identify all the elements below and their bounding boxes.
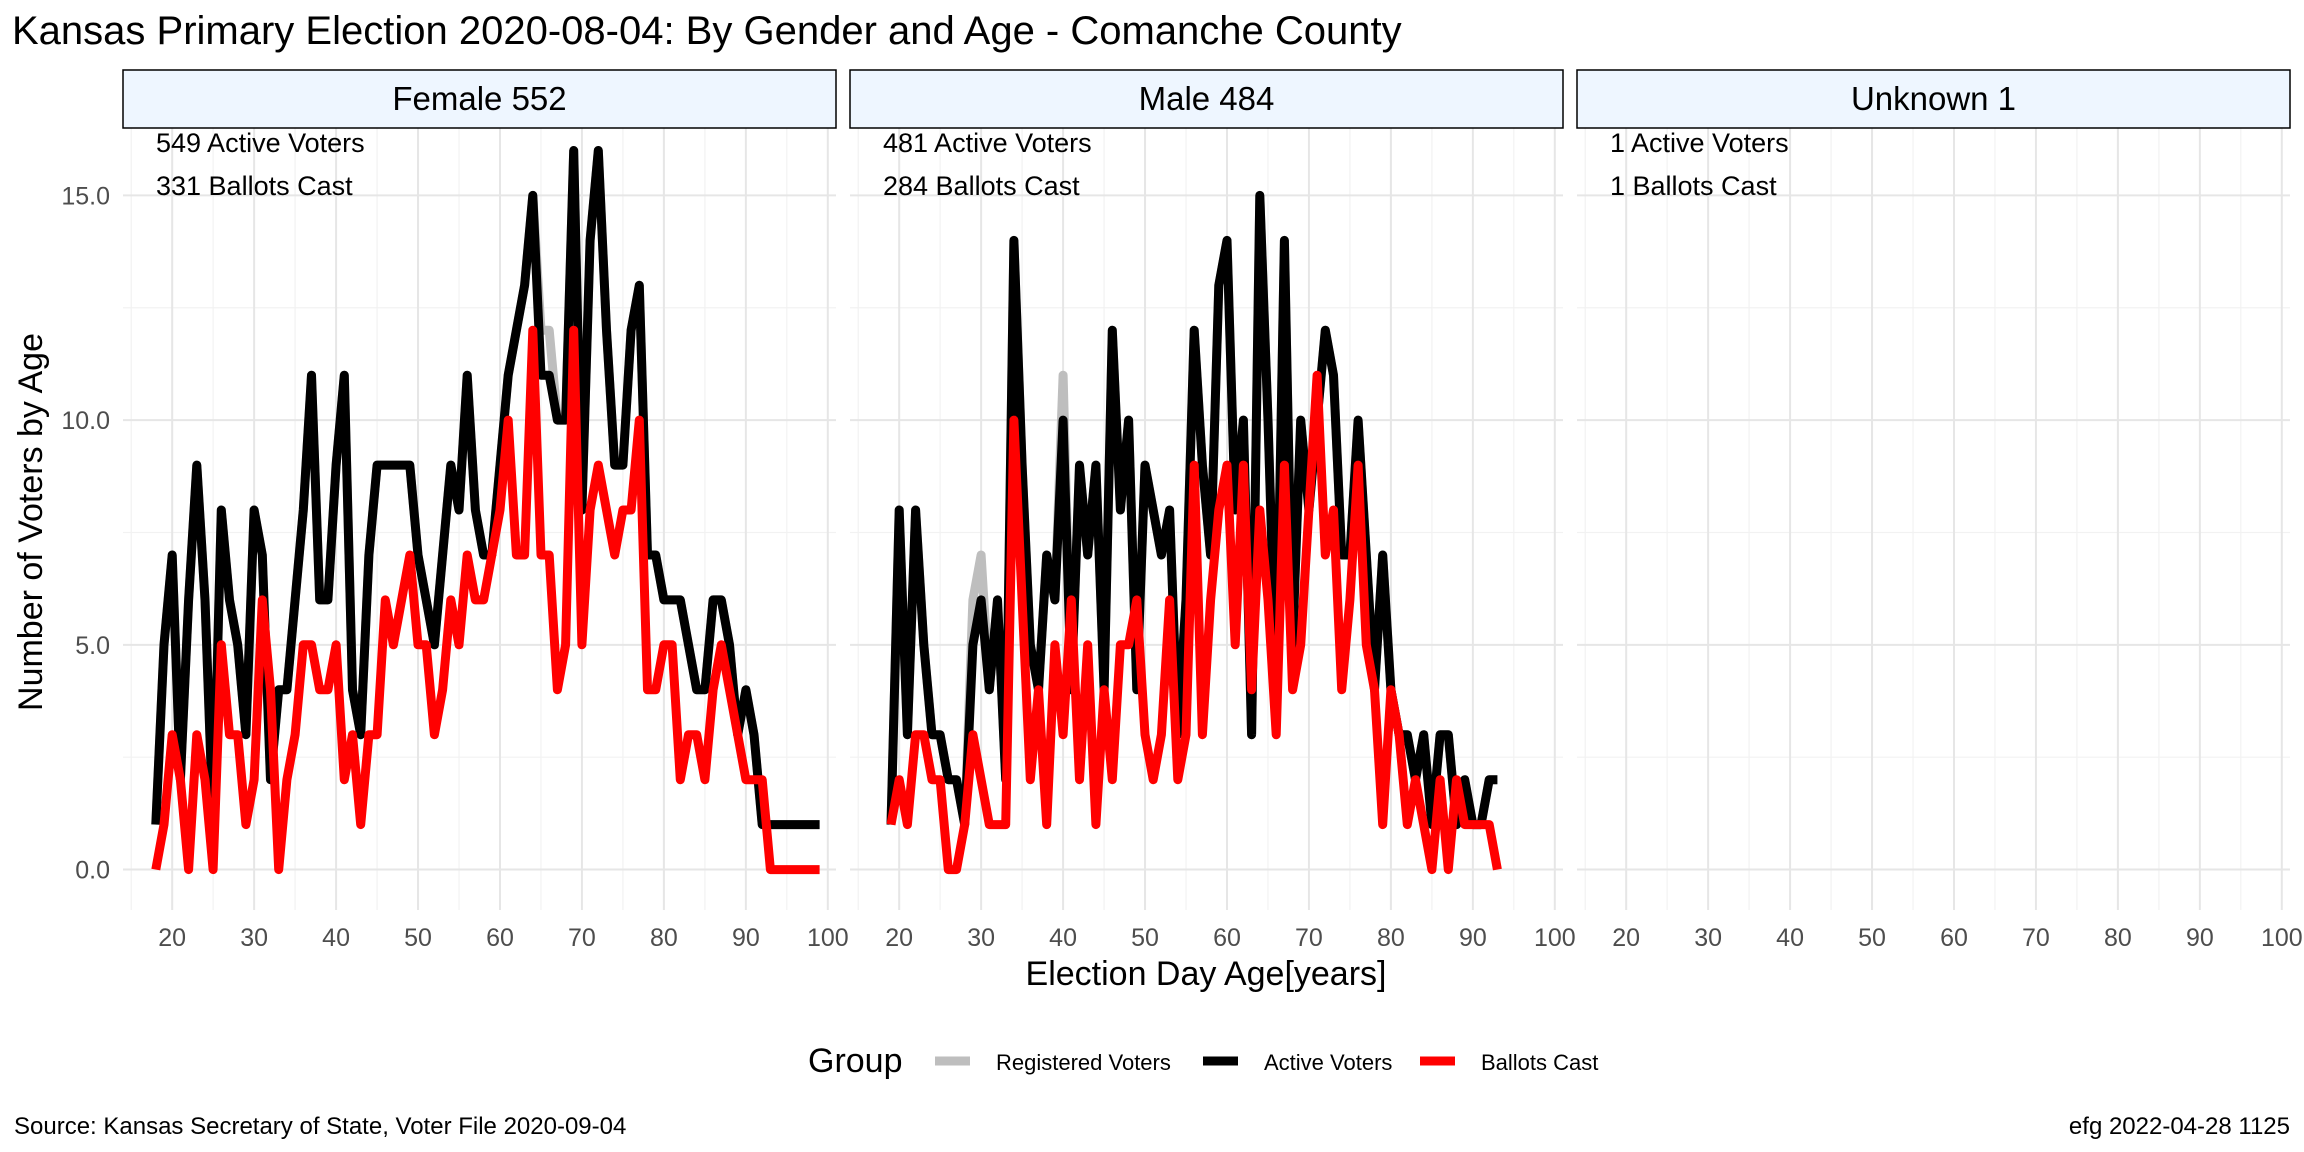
- facet-panel: Male 484 481 Active Voters 284 Ballots Cas…: [849, 69, 1576, 952]
- x-tick-label: 20: [158, 924, 186, 952]
- series-line: [151, 325, 820, 875]
- facet-strip-label: Male 484: [1139, 80, 1275, 117]
- x-tick-label: 70: [2022, 924, 2050, 952]
- source-note: Source: Kansas Secretary of State, Voter…: [14, 1113, 626, 1140]
- x-tick-label: 60: [1940, 924, 1968, 952]
- x-tick-label: 50: [404, 924, 432, 952]
- x-tick-label: 90: [1459, 924, 1487, 952]
- legend-title: Group: [808, 1042, 903, 1080]
- legend-label: Ballots Cast: [1481, 1050, 1598, 1075]
- x-tick-label: 60: [486, 924, 514, 952]
- x-tick-label: 90: [2186, 924, 2214, 952]
- x-tick-label: 30: [967, 924, 995, 952]
- facet-strip: [122, 69, 837, 129]
- x-tick-label: 70: [1295, 924, 1323, 952]
- x-tick-label: 80: [2104, 924, 2132, 952]
- x-tick-label: 20: [885, 924, 913, 952]
- chart-title: Kansas Primary Election 2020-08-04: By G…: [12, 9, 1402, 53]
- facet-strip: [849, 69, 1564, 129]
- legend: Group Registered Voters Active Voters Ball…: [808, 1042, 1598, 1080]
- panel-annotation: 549 Active Voters: [156, 128, 365, 158]
- facet-strip-label: Unknown 1: [1851, 80, 2016, 117]
- x-tick-label: 40: [1049, 924, 1077, 952]
- x-tick-label: 70: [568, 924, 596, 952]
- panel-annotation: 481 Active Voters: [883, 128, 1092, 158]
- panel-annotation: 1 Active Voters: [1610, 128, 1789, 158]
- x-tick-label: 100: [1534, 924, 1576, 952]
- x-tick-label: 100: [807, 924, 849, 952]
- x-tick-label: 40: [322, 924, 350, 952]
- x-tick-label: 80: [1377, 924, 1405, 952]
- facet-panel: Unknown 1 1 Active Voters 1 Ballots Cast 20…: [1576, 69, 2303, 952]
- x-tick-label: 90: [732, 924, 760, 952]
- series-line: [886, 370, 1502, 875]
- x-tick-label: 30: [1694, 924, 1722, 952]
- panel-annotation: 284 Ballots Cast: [883, 171, 1080, 201]
- legend-label: Registered Voters: [996, 1050, 1171, 1075]
- facet-panels: Female 552 549 Active Voters 331 Ballots C…: [61, 69, 2303, 952]
- y-tick-label: 0.0: [75, 857, 110, 885]
- panel-annotation: 331 Ballots Cast: [156, 171, 353, 201]
- x-tick-label: 60: [1213, 924, 1241, 952]
- panel-annotation: 1 Ballots Cast: [1610, 171, 1777, 201]
- x-tick-label: 50: [1131, 924, 1159, 952]
- y-tick-label: 10.0: [61, 407, 110, 435]
- x-tick-label: 30: [240, 924, 268, 952]
- timestamp-note: efg 2022-04-28 1125: [2069, 1113, 2290, 1140]
- x-tick-label: 50: [1858, 924, 1886, 952]
- facet-panel: Female 552 549 Active Voters 331 Ballots C…: [122, 69, 849, 952]
- x-tick-label: 20: [1612, 924, 1640, 952]
- x-axis-label: Election Day Age[years]: [1026, 955, 1387, 993]
- legend-label: Active Voters: [1264, 1050, 1392, 1075]
- facet-strip-label: Female 552: [392, 80, 566, 117]
- y-axis-label: Number of Voters by Age: [12, 333, 50, 711]
- facet-strip: [1576, 69, 2291, 129]
- x-tick-label: 100: [2261, 924, 2303, 952]
- y-tick-label: 5.0: [75, 632, 110, 660]
- x-tick-label: 40: [1776, 924, 1804, 952]
- y-tick-label: 15.0: [61, 182, 110, 210]
- x-tick-label: 80: [650, 924, 678, 952]
